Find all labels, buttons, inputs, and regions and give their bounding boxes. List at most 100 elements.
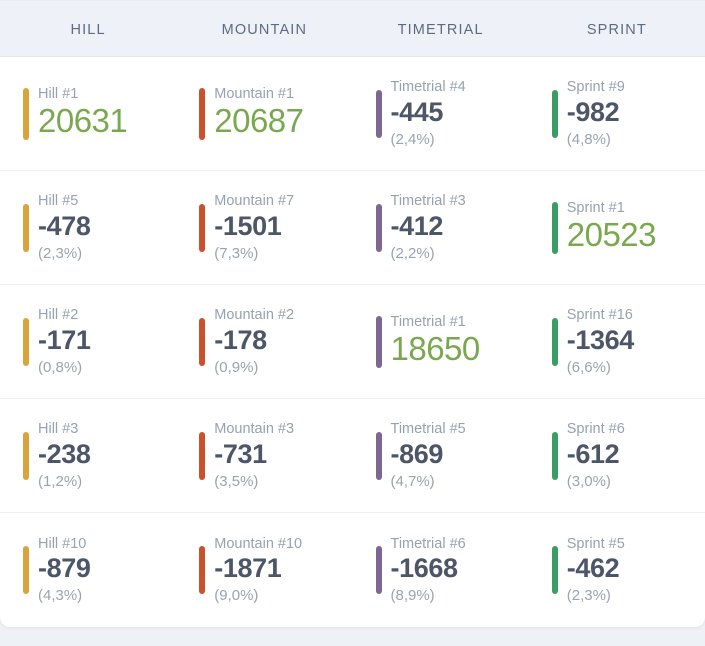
- stat-value: 20687: [214, 102, 304, 140]
- stat-value: -869: [390, 438, 444, 469]
- stat-cell-text: Hill #1 20631: [38, 85, 128, 140]
- stat-cell-sprint[interactable]: Sprint #9 -982 (4,8%): [529, 57, 705, 170]
- stat-cell-timetrial[interactable]: Timetrial #4 -445 (2,4%): [353, 57, 529, 170]
- color-bar-indicator: [23, 431, 29, 480]
- stat-cell-timetrial[interactable]: Timetrial #1 18650: [353, 285, 529, 398]
- stat-percentage: (3,5%): [214, 472, 259, 490]
- column-header-timetrial[interactable]: TIMETRIAL: [397, 21, 484, 38]
- stat-label: Sprint #6: [566, 421, 625, 438]
- stat-cell-text: Timetrial #5 -869 (4,7%): [391, 422, 466, 488]
- stat-cell-mountain[interactable]: Mountain #3 -731 (3,5%): [176, 399, 352, 512]
- stat-percentage: (7,3%): [214, 244, 259, 262]
- table-header-row: HILL MOUNTAIN TIMETRIAL SPRINT: [0, 0, 705, 57]
- stat-cell-text: Hill #3 -238 (1,2%): [38, 421, 91, 490]
- stat-cell-sprint[interactable]: Sprint #16 -1364 (6,6%): [529, 285, 705, 398]
- stat-value: 20523: [566, 216, 657, 254]
- color-bar-indicator: [375, 315, 382, 368]
- stat-cell-text: Timetrial #3 -412 (2,2%): [391, 194, 466, 260]
- stat-label: Timetrial #3: [390, 193, 466, 210]
- stat-percentage: (2,4%): [390, 130, 435, 148]
- stat-value: -445: [390, 96, 444, 127]
- stat-percentage: (0,9%): [214, 358, 259, 376]
- stat-cell-hill[interactable]: Hill #2 -171 (0,8%): [0, 285, 176, 398]
- stat-cell-text: Sprint #16 -1364 (6,6%): [567, 308, 634, 374]
- stat-cell-text: Mountain #7 -1501 (7,3%): [214, 194, 294, 260]
- stat-label: Mountain #10: [214, 535, 303, 552]
- stat-label: Hill #5: [38, 193, 79, 210]
- color-bar-indicator: [199, 546, 206, 594]
- stat-cell-timetrial[interactable]: Timetrial #5 -869 (4,7%): [353, 399, 529, 512]
- table-row: Hill #1 20631 Mountain #1 20687 Timetrial #4…: [0, 57, 705, 171]
- stat-cell-hill[interactable]: Hill #5 -478 (2,3%): [0, 171, 176, 284]
- color-bar-indicator: [551, 201, 558, 254]
- stat-cell-text: Mountain #10 -1871 (9,0%): [214, 537, 302, 603]
- stat-percentage: (2,3%): [566, 587, 611, 605]
- stat-label: Mountain #1: [214, 85, 295, 102]
- stat-label: Timetrial #1: [390, 313, 466, 330]
- stat-label: Mountain #7: [214, 193, 295, 210]
- table-row: Hill #3 -238 (1,2%) Mountain #3 -731 (3,5%) Ti…: [0, 399, 705, 513]
- stat-label: Hill #1: [38, 85, 79, 102]
- stat-cell-text: Timetrial #6 -1668 (8,9%): [391, 537, 466, 603]
- stat-value: -462: [566, 553, 620, 584]
- stat-cell-text: Hill #5 -478 (2,3%): [38, 193, 91, 262]
- rankings-card: HILL MOUNTAIN TIMETRIAL SPRINT Hill #1 20…: [0, 0, 705, 627]
- stat-cell-text: Mountain #1 20687: [214, 85, 304, 140]
- stat-cell-timetrial[interactable]: Timetrial #3 -412 (2,2%): [353, 171, 529, 284]
- column-header-hill[interactable]: HILL: [70, 21, 106, 38]
- color-bar-indicator: [199, 203, 206, 252]
- stat-percentage: (4,8%): [566, 130, 611, 148]
- stat-cell-sprint[interactable]: Sprint #1 20523: [529, 171, 705, 284]
- stat-cell-mountain[interactable]: Mountain #2 -178 (0,9%): [176, 285, 352, 398]
- stat-value: -1668: [390, 553, 458, 584]
- color-bar-indicator: [199, 431, 206, 480]
- stat-label: Mountain #2: [214, 307, 295, 324]
- stat-percentage: (1,2%): [38, 472, 83, 490]
- stat-value: -478: [38, 210, 91, 241]
- stat-value: -612: [566, 438, 620, 469]
- stat-label: Sprint #16: [566, 307, 633, 324]
- stat-cell-sprint[interactable]: Sprint #5 -462 (2,3%): [529, 513, 705, 627]
- stat-cell-sprint[interactable]: Sprint #6 -612 (3,0%): [529, 399, 705, 512]
- stat-cell-timetrial[interactable]: Timetrial #6 -1668 (8,9%): [353, 513, 529, 627]
- color-bar-indicator: [551, 89, 558, 138]
- table-row: Hill #2 -171 (0,8%) Mountain #2 -178 (0,9%) Ti…: [0, 285, 705, 399]
- stat-label: Hill #3: [38, 421, 79, 438]
- stat-cell-mountain[interactable]: Mountain #7 -1501 (7,3%): [176, 171, 352, 284]
- stat-value: -238: [38, 438, 91, 469]
- stat-value: 18650: [390, 330, 481, 368]
- stat-cell-text: Hill #10 -879 (4,3%): [38, 537, 91, 603]
- stat-cell-hill[interactable]: Hill #3 -238 (1,2%): [0, 399, 176, 512]
- stat-label: Timetrial #4: [390, 79, 466, 96]
- table-row: Hill #10 -879 (4,3%) Mountain #10 -1871 (9,0%…: [0, 513, 705, 627]
- color-bar-indicator: [551, 317, 558, 366]
- stat-label: Timetrial #5: [390, 421, 466, 438]
- stat-percentage: (0,8%): [38, 358, 83, 376]
- stat-value: -178: [214, 324, 267, 355]
- color-bar-indicator: [23, 203, 29, 252]
- color-bar-indicator: [23, 87, 29, 140]
- stat-percentage: (4,7%): [390, 472, 435, 490]
- stat-cell-mountain[interactable]: Mountain #10 -1871 (9,0%): [176, 513, 352, 627]
- stat-value: -412: [390, 210, 444, 241]
- stat-percentage: (3,0%): [566, 472, 611, 490]
- color-bar-indicator: [199, 317, 206, 366]
- color-bar-indicator: [375, 546, 382, 594]
- stat-cell-mountain[interactable]: Mountain #1 20687: [176, 57, 352, 170]
- stat-cell-hill[interactable]: Hill #10 -879 (4,3%): [0, 513, 176, 627]
- stat-percentage: (2,3%): [38, 244, 83, 262]
- color-bar-indicator: [551, 546, 558, 594]
- stat-cell-text: Sprint #5 -462 (2,3%): [567, 537, 625, 603]
- stat-label: Mountain #3: [214, 421, 295, 438]
- stat-cell-text: Sprint #9 -982 (4,8%): [567, 80, 625, 146]
- column-header-sprint[interactable]: SPRINT: [586, 21, 647, 38]
- column-header-mountain[interactable]: MOUNTAIN: [221, 21, 308, 38]
- stat-label: Hill #2: [38, 307, 79, 324]
- table-body: Hill #1 20631 Mountain #1 20687 Timetrial #4…: [0, 57, 705, 627]
- stat-percentage: (2,2%): [390, 244, 435, 262]
- stat-value: -731: [214, 438, 267, 469]
- stat-cell-hill[interactable]: Hill #1 20631: [0, 57, 176, 170]
- stat-cell-text: Sprint #6 -612 (3,0%): [567, 422, 625, 488]
- stat-cell-text: Mountain #3 -731 (3,5%): [214, 422, 294, 488]
